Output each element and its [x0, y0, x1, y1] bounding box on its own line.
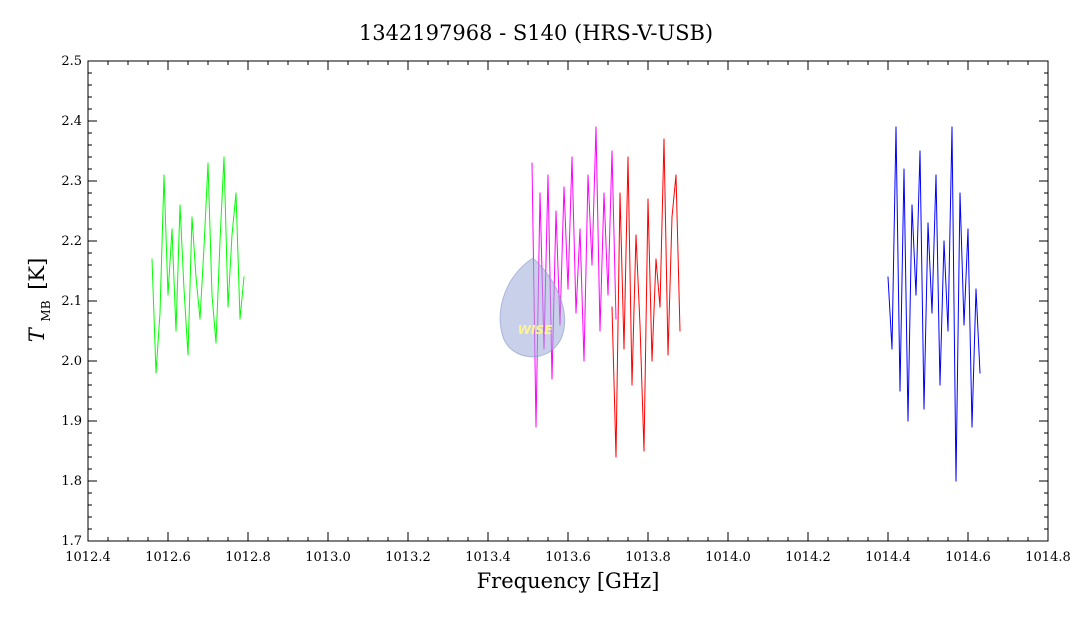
- x-tick-labels: 1012.4 1012.6 1012.8 1013.0 1013.2 1013.4 1013…: [65, 550, 1071, 565]
- series-1: [151, 156, 245, 374]
- x-tick-label: 1014.4: [865, 550, 911, 565]
- x-tick-label: 1014.0: [705, 550, 751, 565]
- y-tick-label: 2.2: [61, 234, 82, 249]
- y-tick-label: 2.4: [61, 114, 82, 129]
- y-tick-label: 1.7: [61, 534, 82, 549]
- x-axis-label: Frequency [GHz]: [477, 569, 660, 593]
- x-tick-label: 1013.8: [625, 550, 671, 565]
- series-2-line: [531, 126, 617, 428]
- plot-frame: [87, 60, 1049, 542]
- series-layer: [151, 126, 981, 482]
- y-axis-label: T MB [K]: [25, 258, 55, 343]
- x-tick-marks: [87, 61, 1049, 541]
- y-tick-label: 2.3: [61, 174, 82, 189]
- x-tick-label: 1013.2: [385, 550, 431, 565]
- wise-watermark-icon: WISE: [499, 257, 566, 358]
- y-axis-label-main: T: [25, 326, 49, 342]
- x-tick-label: 1014.2: [785, 550, 831, 565]
- y-tick-marks: [88, 60, 1048, 542]
- x-tick-label: 1014.6: [945, 550, 991, 565]
- series-4: [887, 126, 981, 482]
- y-tick-labels: 1.7 1.8 1.9 2.0 2.1 2.2 2.3 2.4 2.5: [61, 54, 82, 549]
- wise-watermark-shape: [499, 257, 566, 358]
- x-tick-label: 1013.6: [545, 550, 591, 565]
- chart-title: 1342197968 - S140 (HRS-V-USB): [359, 21, 713, 45]
- y-tick-label: 1.8: [61, 474, 82, 489]
- y-axis-label-subscript: MB: [39, 300, 53, 321]
- x-tick-label: 1013.4: [465, 550, 511, 565]
- x-tick-label: 1012.6: [145, 550, 191, 565]
- x-tick-label: 1013.0: [305, 550, 351, 565]
- series-3: [611, 138, 681, 458]
- series-4-line: [887, 126, 981, 482]
- wise-watermark-text: WISE: [518, 323, 553, 337]
- series-3-line: [611, 138, 681, 458]
- x-tick-label: 1012.4: [65, 550, 111, 565]
- x-tick-label: 1012.8: [225, 550, 271, 565]
- svg-text:T MB [K]: T MB [K]: [25, 258, 55, 343]
- series-1-line: [151, 156, 245, 374]
- y-tick-label: 2.5: [61, 54, 82, 69]
- x-tick-label: 1014.8: [1025, 550, 1071, 565]
- y-tick-label: 2.1: [61, 294, 82, 309]
- y-axis-label-unit: [K]: [25, 258, 49, 290]
- y-tick-label: 1.9: [61, 414, 82, 429]
- y-tick-label: 2.0: [61, 354, 82, 369]
